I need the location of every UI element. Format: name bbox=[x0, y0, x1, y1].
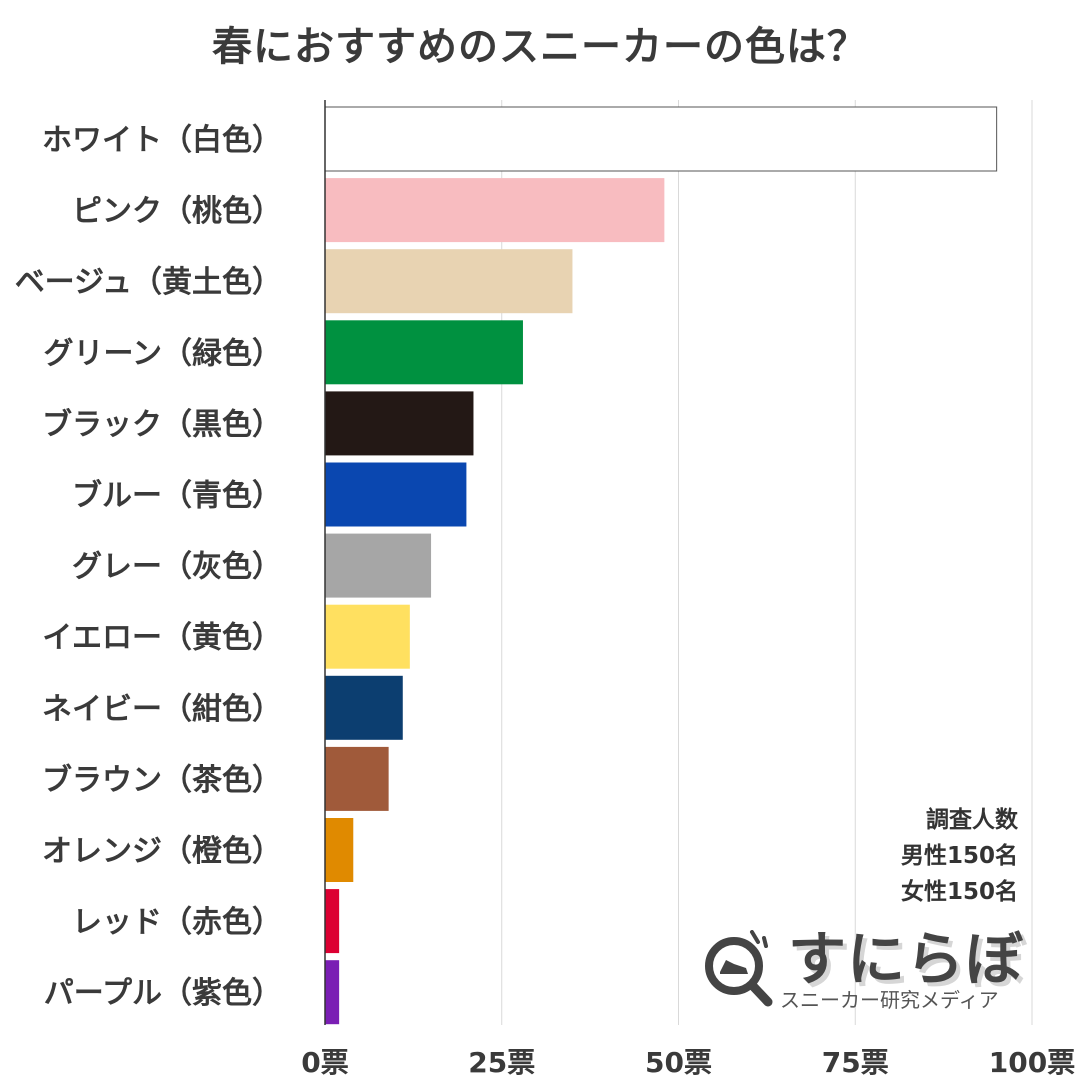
bar bbox=[324, 106, 998, 172]
survey-male-count: 男性150名 bbox=[900, 843, 1018, 869]
category-label: グリーン（緑色） bbox=[44, 336, 283, 371]
magnifier-sneaker-icon bbox=[705, 930, 773, 1007]
chart-title: 春におすすめのスニーカーの色は？ bbox=[212, 24, 868, 70]
x-tick-label: 25票 bbox=[468, 1046, 535, 1079]
bar bbox=[325, 249, 573, 314]
category-label: ブラック（黒色） bbox=[42, 407, 282, 442]
bar bbox=[325, 889, 340, 954]
survey-info: 調査人数 男性150名 女性150名 bbox=[901, 802, 1018, 910]
bar bbox=[325, 818, 354, 882]
x-tick-label: 75票 bbox=[822, 1046, 889, 1079]
x-tick-label: 50票 bbox=[645, 1046, 712, 1079]
logo-tagline: スニーカー研究メディア bbox=[780, 988, 999, 1012]
survey-female-count: 女性150名 bbox=[900, 879, 1018, 905]
bar bbox=[325, 746, 389, 811]
x-tick-label: 100票 bbox=[989, 1046, 1075, 1079]
bar bbox=[325, 960, 340, 1025]
category-label: レッド（赤色） bbox=[72, 905, 282, 940]
x-tick-label: 0票 bbox=[301, 1046, 348, 1079]
category-label: グレー（灰色） bbox=[72, 550, 282, 585]
category-label: ピンク（桃色） bbox=[72, 194, 282, 229]
category-label: イエロー（黄色） bbox=[42, 621, 282, 656]
brand-logo: すにらぼ スニーカー研究メディア bbox=[700, 918, 1050, 1018]
survey-heading: 調査人数 bbox=[926, 807, 1018, 833]
bar bbox=[325, 604, 410, 669]
bar bbox=[325, 533, 432, 598]
category-label: パープル（紫色） bbox=[44, 976, 282, 1011]
category-label: ホワイト（白色） bbox=[42, 123, 282, 158]
bar bbox=[325, 178, 665, 243]
category-label: オレンジ（橙色） bbox=[42, 834, 282, 869]
category-label: ブルー（青色） bbox=[72, 479, 282, 514]
logo-name: すにらぼ bbox=[788, 925, 1025, 993]
category-label: ブラウン（茶色） bbox=[42, 763, 282, 798]
bar bbox=[325, 320, 523, 385]
bar bbox=[325, 675, 403, 740]
bar bbox=[325, 391, 474, 456]
category-label: ベージュ（黄土色） bbox=[15, 265, 282, 300]
bar bbox=[325, 462, 467, 527]
category-label: ネイビー（紺色） bbox=[42, 692, 282, 727]
